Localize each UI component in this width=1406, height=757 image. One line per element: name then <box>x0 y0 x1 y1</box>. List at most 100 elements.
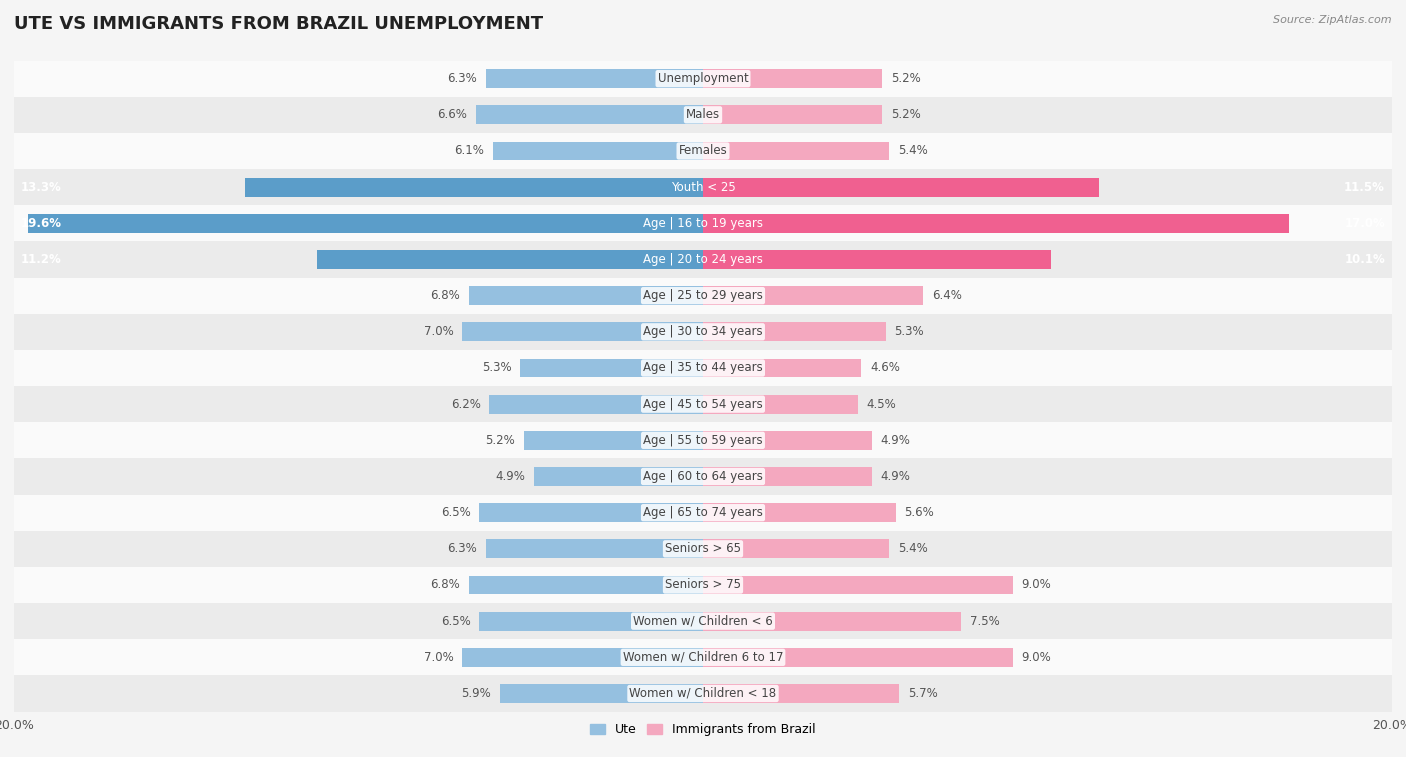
Bar <box>703 105 882 124</box>
Text: 4.9%: 4.9% <box>496 470 526 483</box>
Text: 10.1%: 10.1% <box>1344 253 1385 266</box>
Text: Age | 20 to 24 years: Age | 20 to 24 years <box>643 253 763 266</box>
Bar <box>14 133 1392 169</box>
Text: 5.2%: 5.2% <box>485 434 515 447</box>
Bar <box>28 214 703 232</box>
Bar <box>489 394 703 413</box>
Text: Females: Females <box>679 145 727 157</box>
Text: 11.2%: 11.2% <box>21 253 62 266</box>
Bar <box>14 675 1392 712</box>
Bar <box>14 61 1392 97</box>
Bar <box>318 250 703 269</box>
Bar <box>703 684 900 703</box>
Text: 13.3%: 13.3% <box>21 181 62 194</box>
Text: 6.4%: 6.4% <box>932 289 962 302</box>
Text: UTE VS IMMIGRANTS FROM BRAZIL UNEMPLOYMENT: UTE VS IMMIGRANTS FROM BRAZIL UNEMPLOYME… <box>14 15 543 33</box>
Bar <box>14 241 1392 278</box>
Bar <box>14 169 1392 205</box>
Text: 5.4%: 5.4% <box>897 145 928 157</box>
Bar <box>534 467 703 486</box>
Text: 6.5%: 6.5% <box>440 615 471 628</box>
Bar <box>494 142 703 160</box>
Bar <box>499 684 703 703</box>
Text: 7.5%: 7.5% <box>970 615 1000 628</box>
Text: 6.5%: 6.5% <box>440 506 471 519</box>
Text: Age | 45 to 54 years: Age | 45 to 54 years <box>643 397 763 410</box>
Text: Women w/ Children < 6: Women w/ Children < 6 <box>633 615 773 628</box>
Bar <box>703 612 962 631</box>
Text: Age | 35 to 44 years: Age | 35 to 44 years <box>643 362 763 375</box>
Bar <box>14 422 1392 459</box>
Bar <box>468 286 703 305</box>
Text: 6.6%: 6.6% <box>437 108 467 121</box>
Bar <box>703 648 1012 667</box>
Text: 5.4%: 5.4% <box>897 542 928 556</box>
Bar <box>475 105 703 124</box>
Text: Women w/ Children 6 to 17: Women w/ Children 6 to 17 <box>623 651 783 664</box>
Text: 5.6%: 5.6% <box>904 506 934 519</box>
Bar <box>703 69 882 88</box>
Bar <box>14 459 1392 494</box>
Text: 9.0%: 9.0% <box>1022 578 1052 591</box>
Text: 6.3%: 6.3% <box>447 542 478 556</box>
Bar <box>14 350 1392 386</box>
Bar <box>14 278 1392 313</box>
Text: 4.6%: 4.6% <box>870 362 900 375</box>
Text: 4.9%: 4.9% <box>880 434 910 447</box>
Text: 6.2%: 6.2% <box>451 397 481 410</box>
Bar <box>486 540 703 558</box>
Bar <box>703 467 872 486</box>
Text: 19.6%: 19.6% <box>21 217 62 230</box>
Text: 7.0%: 7.0% <box>423 326 453 338</box>
Bar <box>245 178 703 197</box>
Text: Age | 60 to 64 years: Age | 60 to 64 years <box>643 470 763 483</box>
Bar <box>14 567 1392 603</box>
Text: Youth < 25: Youth < 25 <box>671 181 735 194</box>
Text: 11.5%: 11.5% <box>1344 181 1385 194</box>
Text: 7.0%: 7.0% <box>423 651 453 664</box>
Text: Unemployment: Unemployment <box>658 72 748 85</box>
Bar <box>524 431 703 450</box>
Text: Age | 30 to 34 years: Age | 30 to 34 years <box>643 326 763 338</box>
Bar <box>703 503 896 522</box>
Text: 5.9%: 5.9% <box>461 687 491 700</box>
Bar <box>703 394 858 413</box>
Text: Age | 55 to 59 years: Age | 55 to 59 years <box>643 434 763 447</box>
Bar <box>520 359 703 378</box>
Bar <box>461 322 703 341</box>
Bar <box>703 178 1099 197</box>
Bar <box>461 648 703 667</box>
Bar <box>479 612 703 631</box>
Bar <box>14 97 1392 133</box>
Text: 6.3%: 6.3% <box>447 72 478 85</box>
Text: 5.3%: 5.3% <box>482 362 512 375</box>
Bar <box>14 205 1392 241</box>
Bar <box>486 69 703 88</box>
Legend: Ute, Immigrants from Brazil: Ute, Immigrants from Brazil <box>585 718 821 741</box>
Text: 5.7%: 5.7% <box>908 687 938 700</box>
Bar <box>703 359 862 378</box>
Text: 9.0%: 9.0% <box>1022 651 1052 664</box>
Bar <box>703 214 1289 232</box>
Bar <box>703 322 886 341</box>
Text: 17.0%: 17.0% <box>1344 217 1385 230</box>
Text: 5.2%: 5.2% <box>891 108 921 121</box>
Bar <box>703 575 1012 594</box>
Bar <box>14 494 1392 531</box>
Text: Source: ZipAtlas.com: Source: ZipAtlas.com <box>1274 15 1392 25</box>
Text: Seniors > 75: Seniors > 75 <box>665 578 741 591</box>
Bar <box>14 386 1392 422</box>
Bar <box>468 575 703 594</box>
Text: 5.2%: 5.2% <box>891 72 921 85</box>
Bar <box>703 142 889 160</box>
Bar <box>14 313 1392 350</box>
Text: Women w/ Children < 18: Women w/ Children < 18 <box>630 687 776 700</box>
Bar <box>703 286 924 305</box>
Text: 6.8%: 6.8% <box>430 289 460 302</box>
Bar <box>703 431 872 450</box>
Text: Age | 16 to 19 years: Age | 16 to 19 years <box>643 217 763 230</box>
Text: 4.5%: 4.5% <box>866 397 897 410</box>
Text: 6.1%: 6.1% <box>454 145 484 157</box>
Text: Age | 25 to 29 years: Age | 25 to 29 years <box>643 289 763 302</box>
Text: Age | 65 to 74 years: Age | 65 to 74 years <box>643 506 763 519</box>
